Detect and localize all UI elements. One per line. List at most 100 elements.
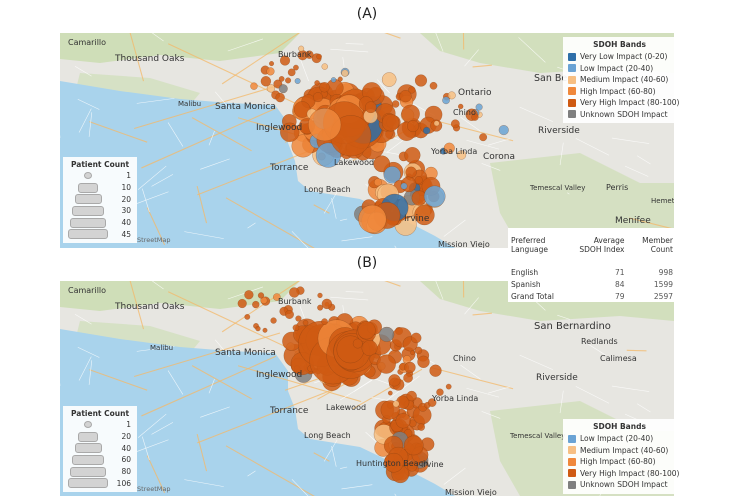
street xyxy=(488,138,510,146)
patient-bubble xyxy=(427,398,437,407)
patient-bubble xyxy=(436,388,444,396)
patient-bubble xyxy=(287,68,296,77)
street xyxy=(624,165,649,177)
sdoh-b-legend-item[interactable]: Medium Impact (40-60) xyxy=(568,445,671,457)
patient-count-item: 20 xyxy=(67,193,133,205)
sdoh-a-legend-item[interactable]: Very Low Impact (0-20) xyxy=(568,51,671,63)
road xyxy=(221,33,300,85)
road xyxy=(430,118,514,142)
road xyxy=(141,107,277,169)
patient-bubble xyxy=(403,435,424,456)
place-label: Redlands xyxy=(581,337,618,346)
patient-bubble xyxy=(319,82,330,93)
sdoh-b-legend-item[interactable]: Unknown SDOH Impact xyxy=(568,479,671,491)
street xyxy=(636,403,651,413)
size-marker xyxy=(70,217,106,228)
place-label: Temescal Valley xyxy=(509,432,565,440)
patient-bubble xyxy=(433,120,440,127)
patient-bubble xyxy=(450,119,460,129)
street xyxy=(142,188,150,212)
legend-label: Very High Impact (80-100) xyxy=(580,98,680,108)
street xyxy=(208,378,215,394)
road xyxy=(167,43,309,111)
patient-bubble xyxy=(330,77,337,83)
hills-area xyxy=(60,33,300,63)
road xyxy=(313,204,330,214)
patient-bubble xyxy=(391,100,400,108)
street xyxy=(342,57,345,67)
patient-bubble xyxy=(407,461,418,472)
place-label: Chino xyxy=(453,108,476,117)
patient-count-value: 1 xyxy=(126,420,131,430)
street xyxy=(340,466,348,469)
sdoh-a-legend-item[interactable]: High Impact (60-80) xyxy=(568,86,671,98)
road xyxy=(221,281,300,333)
sdoh-b-legend-item[interactable]: High Impact (60-80) xyxy=(568,456,671,468)
street xyxy=(466,139,500,150)
street xyxy=(78,108,92,133)
sdoh-a-legend-item[interactable]: Medium Impact (40-60) xyxy=(568,74,671,86)
header-avg-sdoh: Average SDOH Index xyxy=(579,236,625,254)
patient-bubble xyxy=(364,101,377,114)
place-label: Torrance xyxy=(269,406,309,416)
patient-bubble xyxy=(317,304,324,311)
place-label: Calimesa xyxy=(600,354,637,363)
street xyxy=(481,163,501,171)
sdoh-b-legend-item[interactable]: Low Impact (20-40) xyxy=(568,433,671,445)
patient-bubble xyxy=(443,142,455,154)
place-label: Corona xyxy=(483,152,515,162)
street xyxy=(330,48,369,53)
street xyxy=(299,57,309,82)
street xyxy=(331,445,337,467)
place-label: Malibu xyxy=(178,100,201,108)
size-marker xyxy=(74,443,102,454)
street xyxy=(200,406,230,418)
size-marker xyxy=(72,205,104,216)
sdoh-a-legend-item[interactable]: Unknown SDOH Impact xyxy=(568,109,671,121)
street xyxy=(227,38,264,52)
street xyxy=(559,390,564,414)
patient-bubble xyxy=(458,103,464,110)
place-label: Riverside xyxy=(538,126,580,136)
table-cell-avg: 84 xyxy=(614,279,625,289)
place-label: Irvine xyxy=(404,214,430,224)
legend-label: Medium Impact (40-60) xyxy=(580,75,669,85)
legend-swatch xyxy=(568,457,576,466)
place-label: Temescal Valley xyxy=(529,184,585,192)
place-label: Santa Monica xyxy=(215,348,276,358)
patient-bubble xyxy=(250,82,258,90)
patient-bubble xyxy=(257,292,265,299)
patient-bubble xyxy=(404,361,416,374)
street xyxy=(443,219,466,237)
street xyxy=(460,116,481,132)
legend-label: Very High Impact (80-100) xyxy=(580,468,680,478)
sdoh-legend-a: SDOH Bands Very Low Impact (0-20) Low Imp… xyxy=(563,37,679,123)
table-cell-avg: 79 xyxy=(614,291,625,301)
place-label: Inglewood xyxy=(256,123,302,133)
map-b-attribution: StreetMap xyxy=(137,485,171,493)
patient-count-item: 10 xyxy=(67,182,133,194)
patient-bubble xyxy=(387,390,393,396)
patient-count-value: 40 xyxy=(121,443,131,453)
street xyxy=(184,231,224,239)
sdoh-a-legend-item[interactable]: Low Impact (20-40) xyxy=(568,63,671,75)
patient-bubble xyxy=(417,423,425,431)
place-label: Menifee xyxy=(615,216,651,226)
header-member-count: Member Count xyxy=(642,236,673,254)
road xyxy=(313,452,330,462)
street xyxy=(464,49,479,67)
place-label: Santa Monica xyxy=(215,102,276,112)
road xyxy=(191,365,252,400)
map-b-canvas[interactable]: Camarillo Thousand Oaks Burbank Malibu Santa… xyxy=(60,281,674,496)
sdoh-b-legend-item[interactable]: Very High Impact (80-100) xyxy=(568,468,679,480)
place-label: San Be xyxy=(534,73,567,84)
patient-count-item: 45 xyxy=(67,228,133,240)
patient-bubble xyxy=(269,61,275,67)
road xyxy=(89,369,148,391)
legend-label: High Impact (60-80) xyxy=(580,457,656,467)
legend-label: Low Impact (20-40) xyxy=(580,434,654,444)
place-label: Ontario xyxy=(458,88,492,98)
sdoh-a-legend-item[interactable]: Very High Impact (80-100) xyxy=(568,97,679,109)
size-marker xyxy=(78,182,98,193)
road xyxy=(384,281,401,287)
